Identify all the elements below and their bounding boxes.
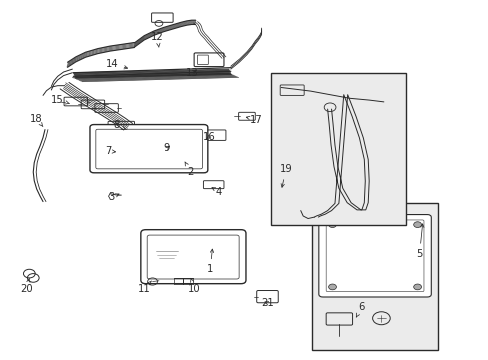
- FancyBboxPatch shape: [90, 125, 207, 173]
- Text: 16: 16: [203, 132, 215, 142]
- Text: 3: 3: [108, 192, 119, 202]
- Circle shape: [328, 222, 336, 228]
- Text: 17: 17: [246, 114, 263, 125]
- Text: 1: 1: [206, 249, 213, 274]
- Text: 12: 12: [151, 32, 163, 47]
- Text: 18: 18: [30, 114, 43, 127]
- Text: 9: 9: [163, 143, 169, 153]
- Bar: [311, 203, 437, 350]
- Circle shape: [413, 222, 421, 228]
- Text: 11: 11: [138, 281, 151, 294]
- Bar: [271, 73, 405, 225]
- FancyBboxPatch shape: [141, 230, 245, 284]
- Text: 13: 13: [185, 68, 198, 78]
- Circle shape: [413, 284, 421, 290]
- Text: 10: 10: [188, 278, 201, 294]
- Text: 7: 7: [105, 146, 115, 156]
- Circle shape: [328, 284, 336, 290]
- Text: 14: 14: [106, 59, 127, 69]
- Text: 21: 21: [261, 298, 274, 308]
- Text: 8: 8: [113, 120, 125, 130]
- Text: 4: 4: [212, 186, 222, 197]
- FancyBboxPatch shape: [318, 215, 430, 297]
- Text: 19: 19: [279, 164, 292, 187]
- Text: 15: 15: [51, 95, 69, 105]
- Text: 6: 6: [356, 302, 365, 317]
- Text: 5: 5: [415, 224, 423, 259]
- Text: 20: 20: [20, 278, 33, 294]
- Text: 2: 2: [184, 162, 194, 177]
